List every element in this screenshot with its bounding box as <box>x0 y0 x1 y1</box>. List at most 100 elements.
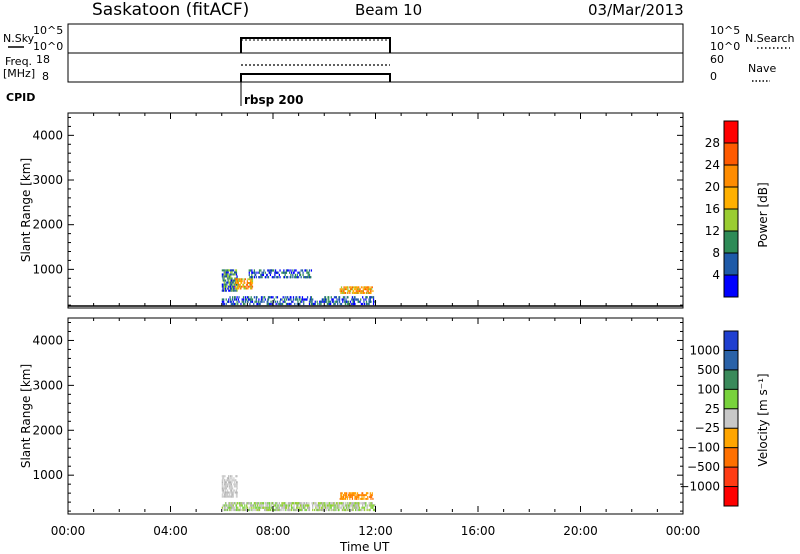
data-cell <box>227 279 229 282</box>
data-cell <box>352 290 354 293</box>
data-cell <box>340 494 342 497</box>
data-cell <box>366 492 368 495</box>
data-cell <box>249 282 251 284</box>
data-cell <box>358 504 360 507</box>
data-cell <box>347 290 350 293</box>
data-cell <box>239 502 241 505</box>
data-cell <box>226 485 228 488</box>
data-cell <box>242 506 244 509</box>
data-cell <box>303 302 305 306</box>
data-cell <box>362 290 364 293</box>
data-cell <box>242 283 245 286</box>
data-cell <box>340 496 342 498</box>
data-cell <box>246 504 248 507</box>
data-cell <box>262 506 264 509</box>
data-cell <box>247 282 249 284</box>
data-cell <box>341 492 343 495</box>
data-cell <box>261 300 263 303</box>
data-cell <box>270 302 272 306</box>
data-cell <box>280 504 282 507</box>
data-cell <box>350 504 352 507</box>
data-cell <box>355 504 357 507</box>
data-cell <box>251 300 254 303</box>
data-cell <box>310 276 312 279</box>
data-cell <box>266 300 268 303</box>
data-cell <box>304 276 306 279</box>
data-cell <box>285 504 287 507</box>
data-cell <box>328 502 330 505</box>
data-cell <box>280 508 282 512</box>
data-cell <box>222 287 224 290</box>
data-cell <box>221 475 223 478</box>
data-cell <box>221 289 223 292</box>
data-cell <box>233 483 235 486</box>
data-cell <box>330 506 332 509</box>
data-cell <box>309 276 311 279</box>
data-cell <box>292 506 295 509</box>
data-cell <box>273 269 275 272</box>
data-cell <box>296 504 298 507</box>
data-cell <box>355 496 357 498</box>
data-cell <box>356 502 358 505</box>
data-cell <box>260 506 262 509</box>
data-cell <box>363 288 366 291</box>
data-cell <box>274 271 277 274</box>
data-cell <box>239 508 241 512</box>
data-cell <box>272 502 274 505</box>
data-cell <box>228 491 231 494</box>
data-cell <box>338 502 341 505</box>
data-cell <box>228 300 230 303</box>
data-cell <box>359 300 361 303</box>
data-cell <box>289 271 291 274</box>
data-cell <box>317 506 319 509</box>
data-cell <box>326 302 329 306</box>
data-cell <box>255 502 257 505</box>
data-cell <box>226 300 229 303</box>
data-cell <box>372 508 375 512</box>
data-cell <box>335 508 338 512</box>
data-cell <box>224 487 226 490</box>
data-cell <box>305 269 307 272</box>
data-cell <box>306 269 308 272</box>
data-cell <box>250 282 252 284</box>
data-cell <box>246 296 248 299</box>
data-cell <box>319 300 321 303</box>
data-cell <box>317 508 319 512</box>
data-cell <box>347 296 349 299</box>
data-cell <box>356 298 358 301</box>
data-cell <box>275 502 277 505</box>
data-cell <box>340 502 343 505</box>
data-cell <box>235 491 237 494</box>
data-cell <box>300 504 302 507</box>
data-cell <box>263 506 265 509</box>
data-cell <box>367 504 369 507</box>
time-tick-label: 00:00 <box>51 524 86 538</box>
data-cell <box>361 508 363 512</box>
data-cell <box>303 276 305 279</box>
data-cell <box>238 300 240 303</box>
data-cell <box>332 504 334 507</box>
data-cell <box>223 289 225 292</box>
data-cell <box>330 502 332 505</box>
data-cell <box>319 504 322 507</box>
data-cell <box>338 508 340 512</box>
data-cell <box>226 275 228 278</box>
data-cell <box>285 506 287 509</box>
colorbar-swatch <box>724 209 738 232</box>
data-cell <box>357 288 359 291</box>
data-cell <box>328 296 330 299</box>
data-cell <box>234 273 236 276</box>
data-cell <box>365 302 368 306</box>
data-cell <box>246 506 248 509</box>
data-cell <box>265 502 267 505</box>
data-cell <box>224 493 226 496</box>
data-cell <box>290 508 292 512</box>
data-cell <box>308 273 311 277</box>
data-cell <box>283 269 285 272</box>
data-cell <box>224 275 227 278</box>
data-cell <box>276 271 278 274</box>
data-cell <box>341 502 343 505</box>
data-cell <box>280 298 282 301</box>
data-cell <box>228 481 231 484</box>
data-cell <box>329 502 331 505</box>
